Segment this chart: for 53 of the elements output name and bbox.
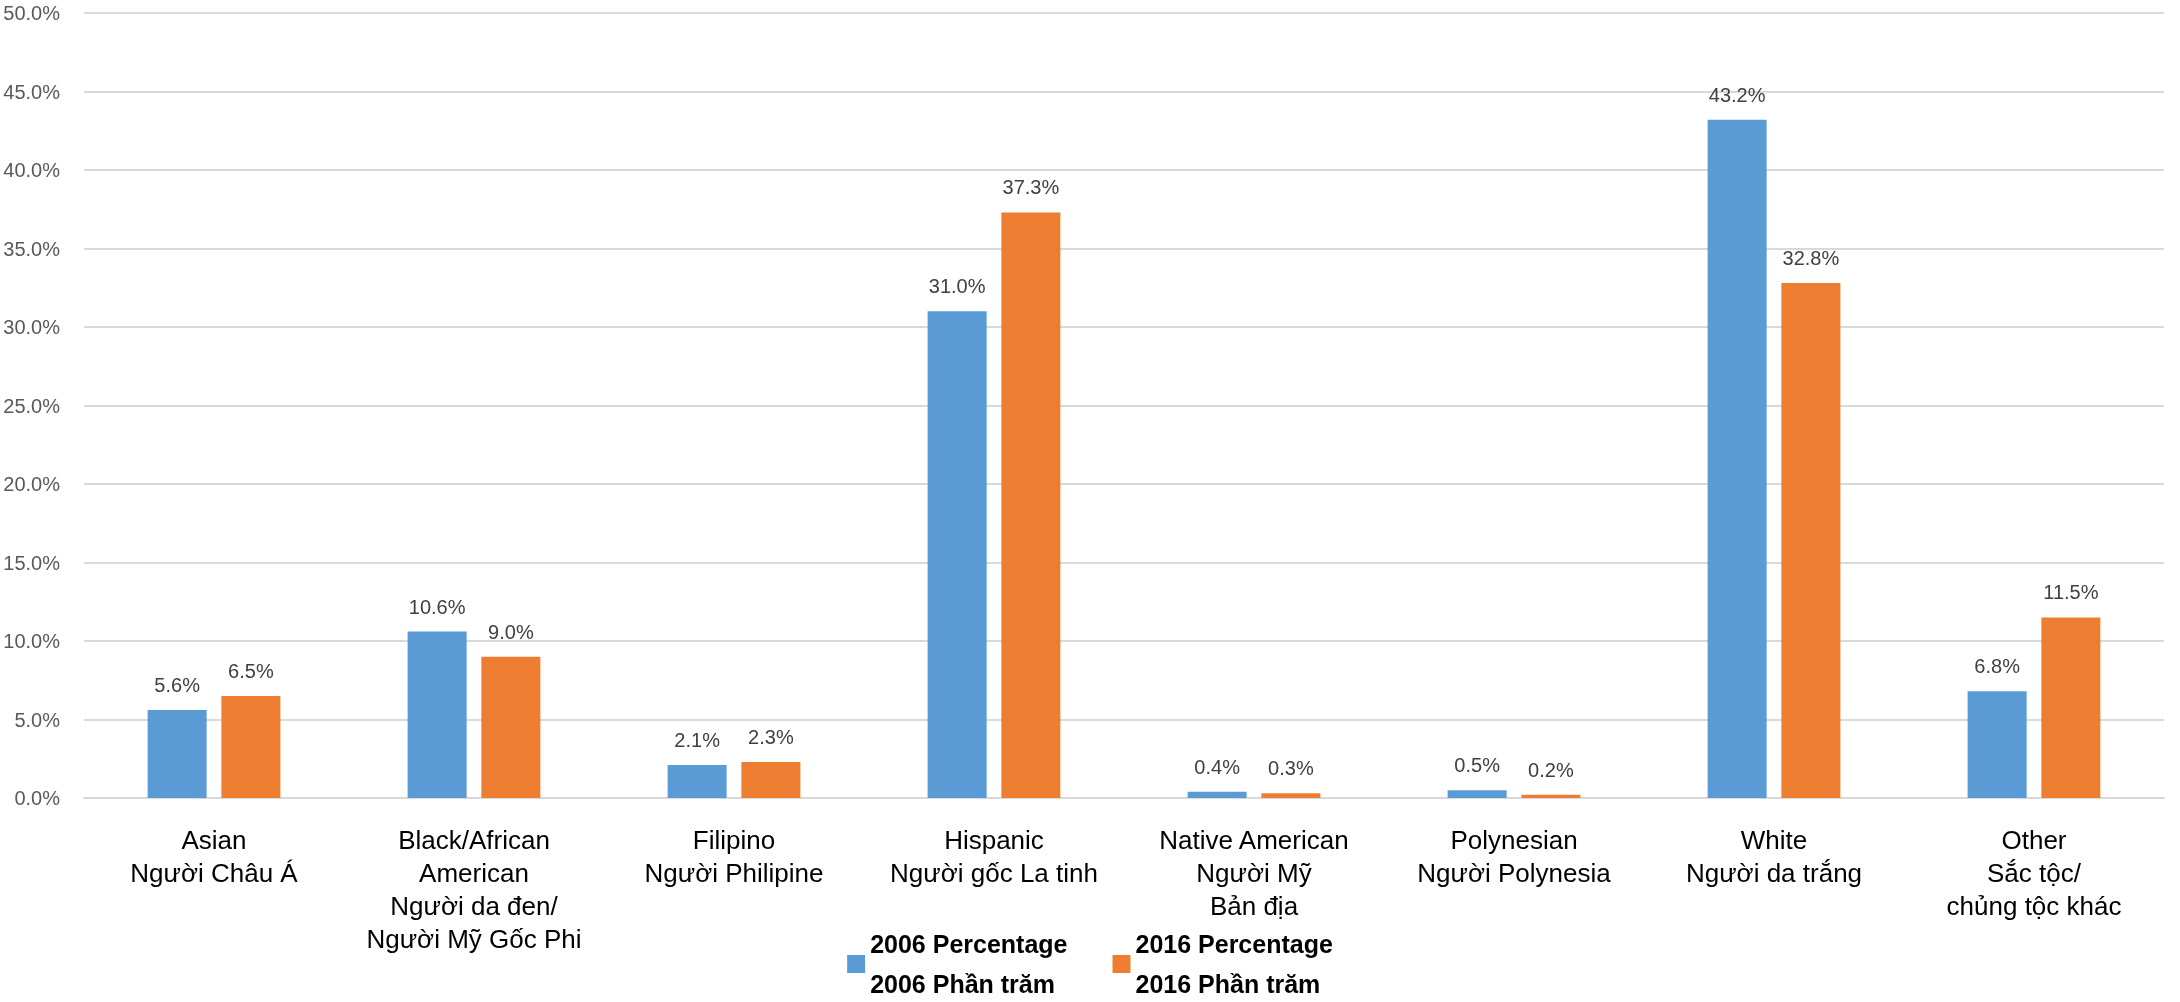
- y-tick-label: 0.0%: [14, 787, 61, 809]
- data-label: 0.2%: [1528, 758, 1574, 781]
- y-tick-label: 25.0%: [3, 394, 61, 417]
- data-label: 6.5%: [228, 659, 274, 682]
- data-label: 6.8%: [1974, 655, 2021, 678]
- y-tick-label: 35.0%: [3, 237, 61, 260]
- legend-label: 2016 Percentage 2016 Phần trăm: [1135, 930, 1333, 998]
- data-label: 0.3%: [1268, 757, 1314, 780]
- y-tick-label: 10.0%: [3, 630, 61, 652]
- data-label: 2.1%: [674, 729, 721, 752]
- bar: [927, 311, 987, 798]
- data-label: 9.0%: [488, 620, 534, 643]
- data-label: 31.0%: [928, 275, 986, 298]
- bar: [221, 695, 281, 798]
- bar: [407, 631, 467, 798]
- bar: [1967, 691, 2027, 798]
- bar: [1261, 793, 1321, 798]
- x-tick-label: Hispanic Người gốc La tinh: [890, 824, 1098, 888]
- data-label: 32.8%: [1782, 247, 1840, 270]
- bar: [1707, 119, 1767, 798]
- data-label: 43.2%: [1708, 83, 1766, 106]
- bar: [481, 656, 541, 798]
- data-label: 0.5%: [1454, 754, 1501, 777]
- y-tick-label: 40.0%: [3, 159, 61, 181]
- y-tick-label: 5.0%: [14, 708, 61, 731]
- bar: [2041, 617, 2101, 798]
- bar: [1781, 283, 1841, 798]
- bar: [1187, 791, 1247, 798]
- x-tick-label: White Người da trắng: [1685, 824, 1863, 888]
- y-tick-label: 20.0%: [3, 473, 61, 495]
- y-tick-label: 15.0%: [3, 551, 61, 574]
- data-label: 2.3%: [748, 725, 794, 748]
- legend-label: 2006 Percentage 2006 Phần trăm: [870, 930, 1068, 998]
- y-tick-label: 50.0%: [3, 2, 61, 24]
- data-label: 10.6%: [408, 595, 466, 618]
- bar: [147, 710, 207, 798]
- x-tick-label: Asian Người Châu Á: [130, 824, 299, 888]
- bar: [1521, 794, 1581, 798]
- bar: [1447, 790, 1507, 798]
- y-tick-label: 30.0%: [3, 316, 61, 338]
- x-tick-label: Native American Người Mỹ Bản địa: [1159, 824, 1349, 921]
- x-tick-label: Filipino Người Philipine: [644, 824, 824, 888]
- y-tick-label: 45.0%: [3, 80, 61, 103]
- bar: [1001, 212, 1061, 798]
- bar: [667, 765, 727, 798]
- x-tick-label: Polynesian Người Polynesia: [1417, 824, 1612, 888]
- data-label: 0.4%: [1194, 755, 1241, 778]
- data-label: 37.3%: [1002, 176, 1060, 199]
- x-tick-label: Black/African American Người da đen/ Người Mỹ Gốc Phi: [366, 824, 582, 954]
- data-label: 5.6%: [154, 674, 201, 697]
- data-label: 11.5%: [2043, 581, 2099, 604]
- x-tick-label: Other Sắc tộc/ chủng tộc khác: [1946, 824, 2122, 921]
- bar: [741, 761, 801, 798]
